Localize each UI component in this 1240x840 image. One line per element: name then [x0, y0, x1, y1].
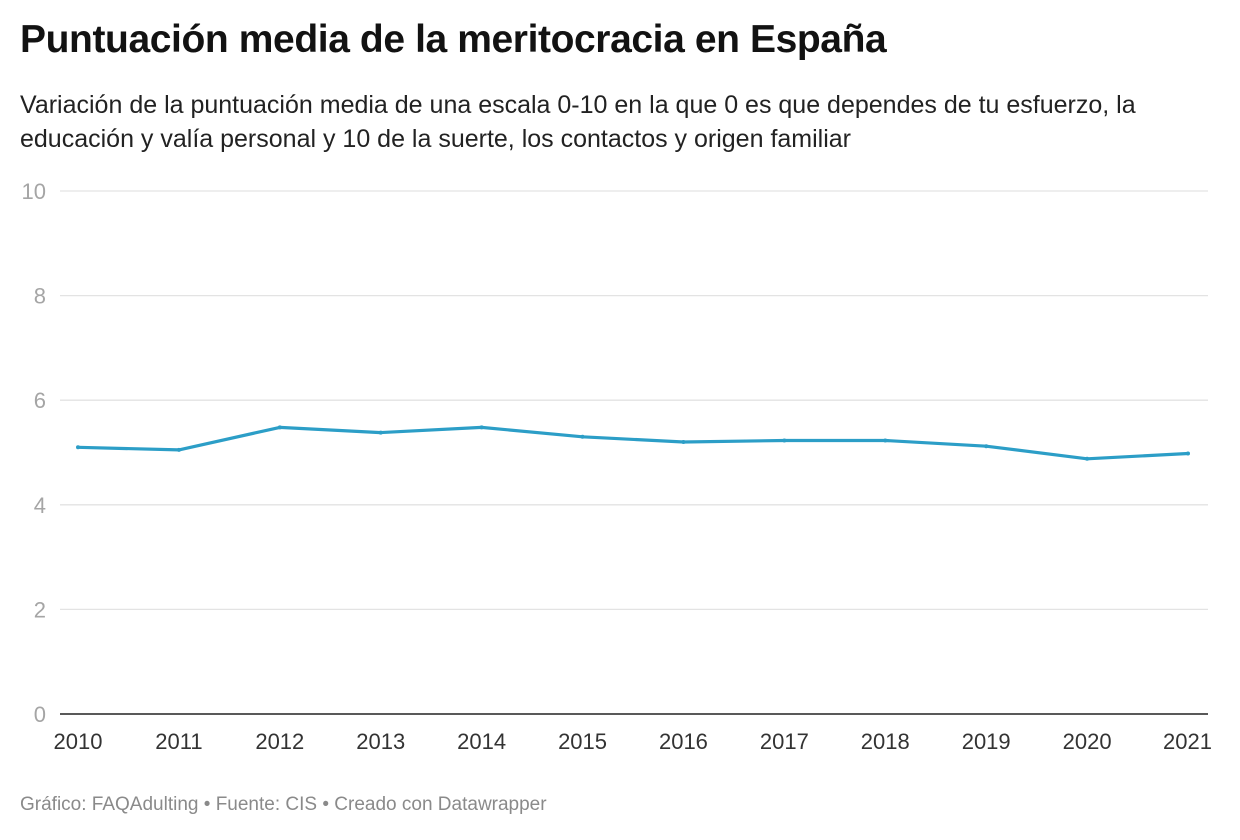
- data-point: [984, 444, 989, 449]
- x-axis-ticks: 2010 2011 2012 2013 2014 2015 2016 2017 2018 2019…: [54, 729, 1212, 754]
- y-tick-label: 6: [34, 388, 46, 413]
- x-tick-label: 2010: [54, 729, 103, 754]
- data-point: [883, 438, 888, 443]
- data-point: [1085, 456, 1090, 461]
- data-point: [479, 425, 484, 430]
- series-layer: [76, 425, 1190, 461]
- footer-credit: Gráfico: FAQAdulting: [20, 794, 199, 815]
- x-tick-label: 2012: [255, 729, 304, 754]
- footer-source: Fuente: CIS: [215, 794, 318, 815]
- line-chart: 0 2 4 6 8 10 2010 2011 2012 2013 2014 2015 2016 2017…: [22, 179, 1212, 754]
- y-tick-label: 2: [34, 597, 46, 622]
- gridlines: [60, 190, 1208, 715]
- y-tick-label: 0: [34, 702, 46, 727]
- footer-tool: Creado con Datawrapper: [334, 794, 547, 815]
- data-point: [580, 434, 585, 439]
- data-point: [681, 440, 686, 445]
- x-tick-label: 2021: [1163, 729, 1212, 754]
- footer-separator: •: [198, 794, 216, 815]
- data-point: [76, 445, 80, 450]
- footer-separator: •: [317, 794, 335, 815]
- y-tick-label: 4: [34, 493, 46, 518]
- x-tick-label: 2017: [760, 729, 809, 754]
- y-tick-label: 8: [34, 284, 46, 309]
- data-point: [1186, 451, 1190, 456]
- x-tick-label: 2015: [558, 729, 607, 754]
- data-point: [378, 430, 383, 435]
- chart-footer: Gráfico: FAQAdulting • Fuente: CIS • Cre…: [20, 794, 547, 816]
- series-line: [76, 425, 1190, 461]
- data-point: [176, 447, 181, 452]
- chart-subtitle: Variación de la puntuación media de una …: [20, 91, 1136, 153]
- x-tick-label: 2020: [1063, 729, 1112, 754]
- x-tick-label: 2011: [155, 729, 202, 754]
- data-point: [782, 438, 787, 443]
- y-axis-ticks: 0 2 4 6 8 10: [22, 179, 46, 727]
- data-point: [277, 425, 282, 430]
- x-tick-label: 2018: [861, 729, 910, 754]
- x-tick-label: 2013: [356, 729, 405, 754]
- chart-title: Puntuación media de la meritocracia en E…: [20, 18, 887, 61]
- y-tick-label: 10: [22, 179, 46, 204]
- x-tick-label: 2016: [659, 729, 708, 754]
- x-tick-label: 2019: [962, 729, 1011, 754]
- x-tick-label: 2014: [457, 729, 506, 754]
